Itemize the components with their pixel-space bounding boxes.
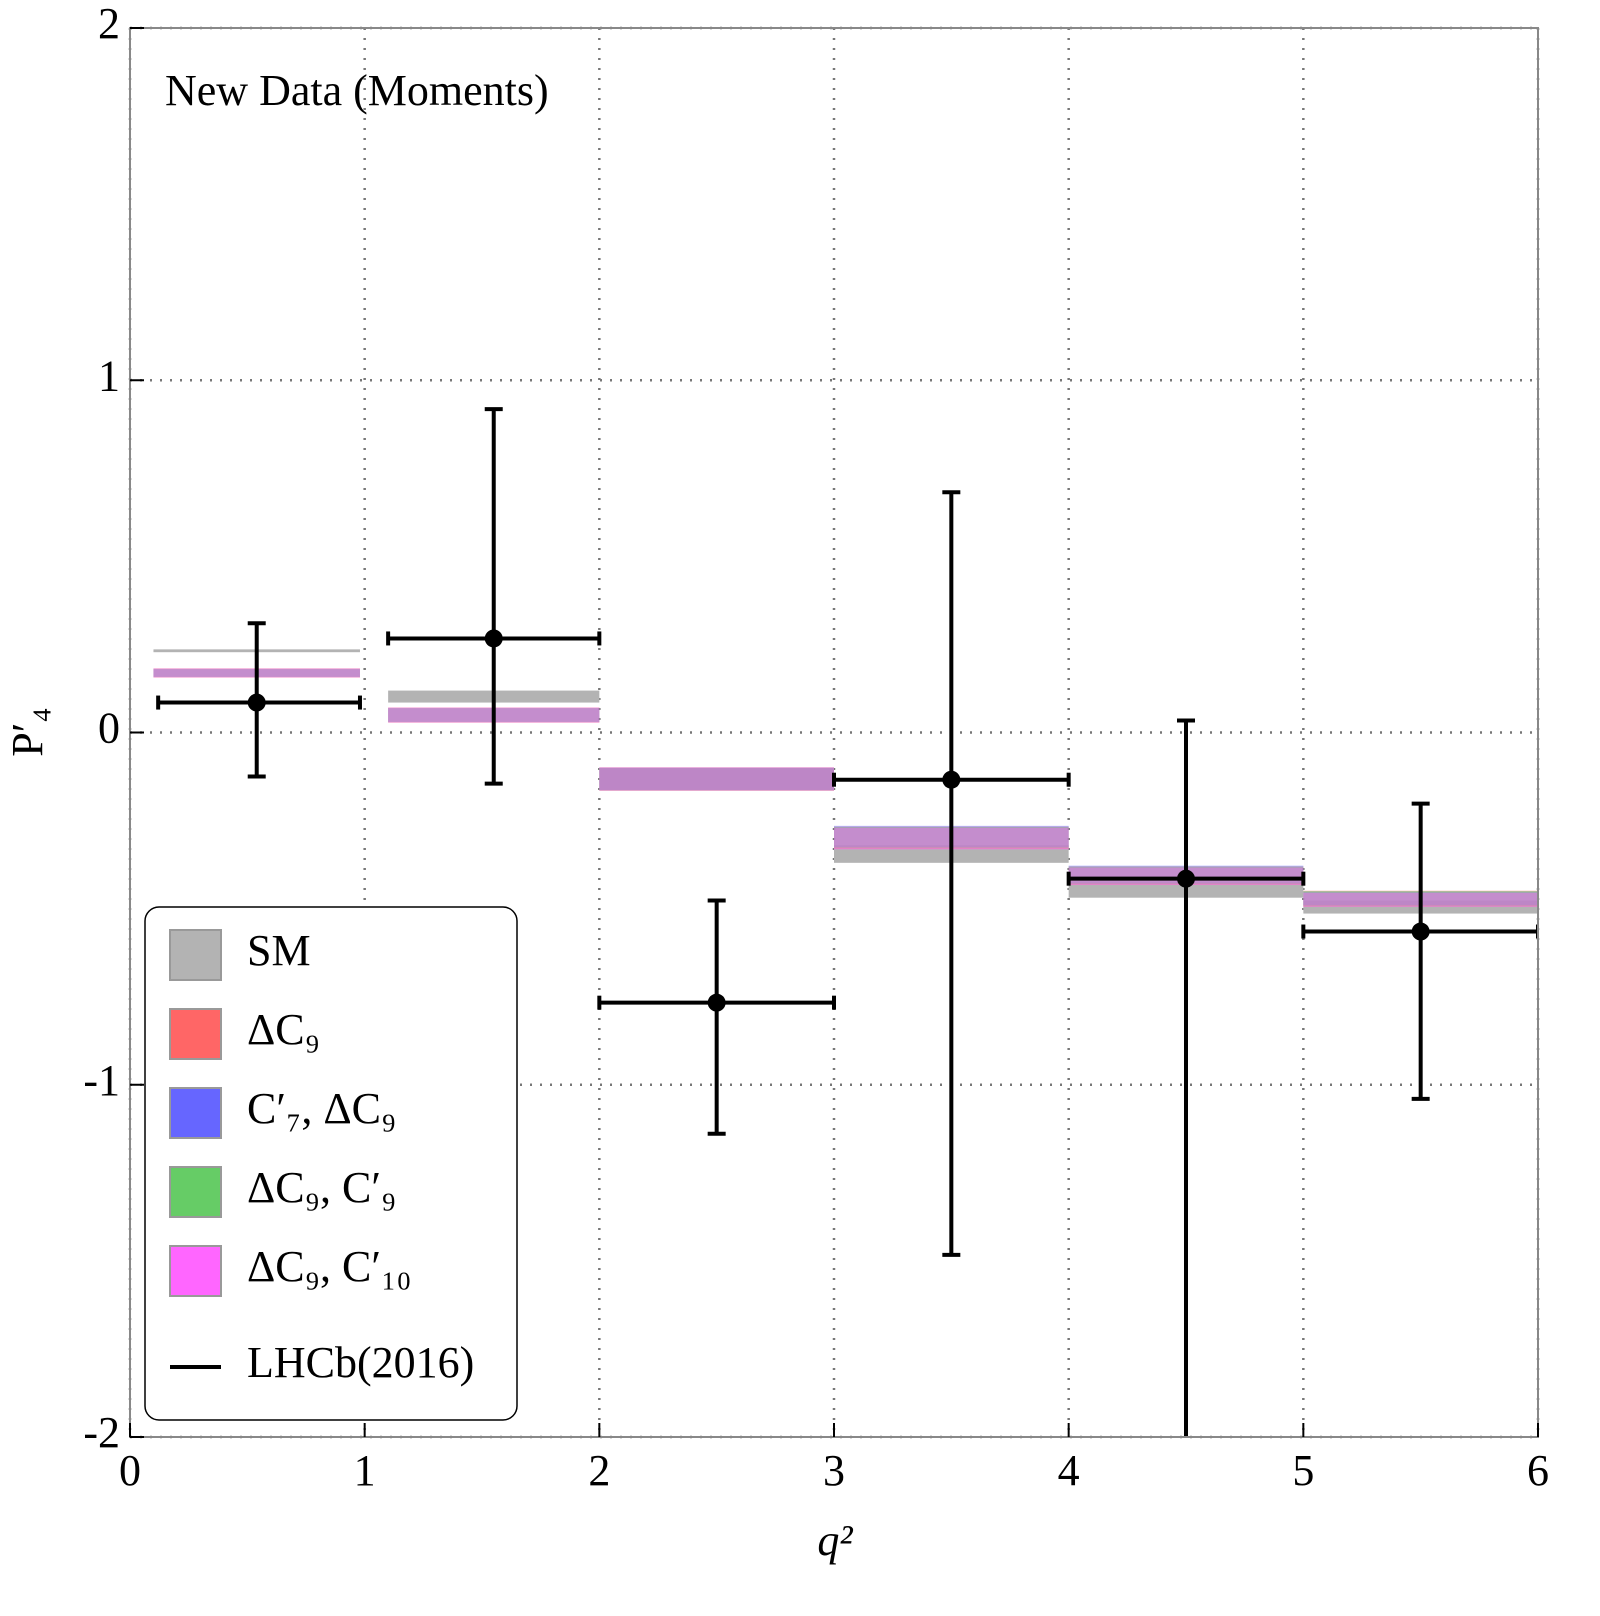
x-tick-label: 1: [354, 1446, 376, 1495]
y-tick-label: 0: [98, 704, 120, 753]
y-tick-label: 1: [98, 351, 120, 400]
band: [599, 767, 834, 791]
legend-label: C′₇, ΔC₉: [247, 1084, 396, 1133]
data-point: [942, 770, 961, 789]
band: [599, 767, 834, 790]
data-point: [707, 993, 726, 1012]
band: [599, 767, 834, 791]
data-point: [1411, 922, 1430, 941]
y-tick-label: -1: [83, 1056, 120, 1105]
data-point: [484, 629, 503, 648]
x-tick-label: 0: [119, 1446, 141, 1495]
legend-label: ΔC₉, C′₁₀: [247, 1242, 412, 1291]
data-point: [1177, 869, 1195, 888]
x-tick-label: 6: [1527, 1446, 1549, 1495]
x-tick-label: 4: [1058, 1446, 1080, 1495]
legend-swatch: [169, 1166, 222, 1218]
x-tick-label: 3: [823, 1446, 845, 1495]
legend: SM ΔC₉ C′₇, ΔC₉ ΔC₉, C′₉ ΔC₉, C′₁₀ LHCb(2016): [169, 926, 474, 1387]
band: [599, 767, 834, 791]
annotation: New Data (Moments): [165, 66, 549, 115]
legend-swatch: [169, 1008, 222, 1060]
legend-swatch: [169, 1245, 222, 1297]
legend-label: ΔC₉, C′₉: [247, 1163, 396, 1212]
y-tick-label: 2: [98, 0, 120, 48]
y-tick-label: -2: [83, 1408, 120, 1457]
legend-swatch: [169, 1087, 222, 1139]
legend-label: ΔC₉: [247, 1005, 320, 1054]
x-tick-label: 5: [1292, 1446, 1314, 1495]
band: [599, 767, 834, 791]
data-point: [247, 693, 266, 712]
legend-label: SM: [247, 926, 311, 975]
legend-box: [144, 906, 518, 1421]
x-axis-label: q²: [817, 1516, 853, 1565]
legend-swatch: [169, 929, 222, 981]
x-tick-label: 2: [588, 1446, 610, 1495]
legend-label: LHCb(2016): [247, 1338, 474, 1387]
y-axis-label: P′₄: [3, 707, 52, 756]
points: [156, 407, 1538, 1437]
